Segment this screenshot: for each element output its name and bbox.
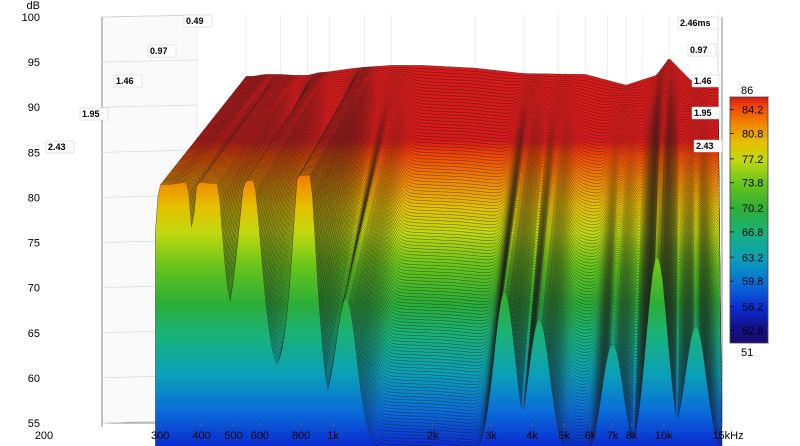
x-tick-label: 1k [327, 430, 339, 442]
colorbar-tick-label: 59.8 [742, 276, 763, 288]
x-tick-label: 2k [427, 430, 439, 442]
waterfall-slices [155, 59, 723, 446]
x-tick-label: 400 [192, 430, 210, 442]
y-tick-label: 90 [28, 102, 40, 114]
x-tick-label: 500 [224, 430, 242, 442]
time-tick-label-left: 0.49 [186, 16, 204, 26]
y-tick-label: 70 [28, 283, 40, 295]
colorbar-tick-label: 73.8 [742, 178, 763, 190]
time-tick-label-right: 2.43 [696, 141, 714, 151]
time-tick-box [45, 140, 75, 154]
time-tick-label-left: 0.97 [150, 46, 168, 56]
colorbar-tick-label: 56.2 [742, 301, 763, 313]
time-tick-box [693, 139, 723, 153]
time-tick-label-right: 1.95 [694, 108, 712, 118]
time-tick-box [147, 44, 177, 58]
time-tick-box [677, 16, 719, 30]
grid-line-db [101, 59, 198, 63]
time-tick-box [79, 107, 109, 121]
time-tick-box [691, 74, 721, 88]
x-tick-label: 10k [655, 430, 673, 442]
time-tick-label-left: 1.46 [116, 76, 134, 86]
x-tick-label: 800 [292, 430, 310, 442]
time-axis: 0.49 0.97 1.46 1.95 2.43 2.46ms 0.97 1.46 1.95 2.… [45, 14, 723, 154]
x-tick-label: 200 [35, 430, 53, 442]
x-tick-label: 15kHz [712, 430, 743, 442]
x-tick-label: 3k [485, 430, 497, 442]
colorbar-bar [729, 96, 769, 344]
colorbar-tick-label: 63.2 [742, 252, 763, 264]
time-tick-label-right: 1.46 [694, 76, 712, 86]
colorbar-min-label: 51 [741, 347, 753, 359]
x-tick-label: 6k [585, 430, 597, 442]
time-tick-box [687, 43, 717, 57]
y-tick-label: 55 [28, 418, 40, 430]
y-tick-label: 75 [28, 238, 40, 250]
x-tick-label: 300 [151, 430, 169, 442]
x-tick-label: 4k [526, 430, 538, 442]
y-tick-label: 85 [28, 147, 40, 159]
time-tick-box [113, 74, 143, 88]
colorbar-tick-label: 66.8 [742, 227, 763, 239]
waterfall-slice [155, 174, 720, 446]
colorbar-tick-label: 52.8 [742, 325, 763, 337]
x-tick-label: 600 [251, 430, 269, 442]
y-tick-label: 65 [28, 328, 40, 340]
time-tick-box [691, 106, 721, 120]
x-axis: 200 300 400 500 600 800 1k 2k 3k 4k 5k 6k 7k 8k 10k 15k… [35, 423, 744, 442]
grid-line-db [101, 149, 198, 153]
time-tick-label-right: 2.46ms [680, 18, 711, 28]
colorbar-tick-label: 70.2 [742, 203, 763, 215]
colorbar-max-label: 86 [741, 85, 753, 97]
time-tick-box [183, 14, 213, 28]
time-tick-label-left: 1.95 [82, 109, 100, 119]
y-tick-label: 100 [22, 12, 40, 24]
time-tick-label-left: 2.43 [48, 142, 66, 152]
colorbar-tick-label: 77.2 [742, 154, 763, 166]
colorbar-tick-label: 84.2 [742, 105, 763, 117]
x-tick-label: 7k [607, 430, 619, 442]
y-tick-label: 95 [28, 57, 40, 69]
y-tick-label: 80 [28, 192, 40, 204]
time-tick-label-right: 0.97 [690, 45, 708, 55]
y-axis-unit: dB [27, 0, 40, 12]
colorbar-tick-label: 80.8 [742, 129, 763, 141]
colorbar: 86 84.2 80.8 77.2 73.8 70.2 66.8 63.2 59.8 56.2 52… [729, 85, 769, 359]
grid-line-db [101, 104, 198, 108]
grid-line-db [101, 14, 198, 18]
x-tick-label: 5k [558, 430, 570, 442]
x-tick-label: 8k [626, 430, 638, 442]
y-tick-label: 60 [28, 373, 40, 385]
